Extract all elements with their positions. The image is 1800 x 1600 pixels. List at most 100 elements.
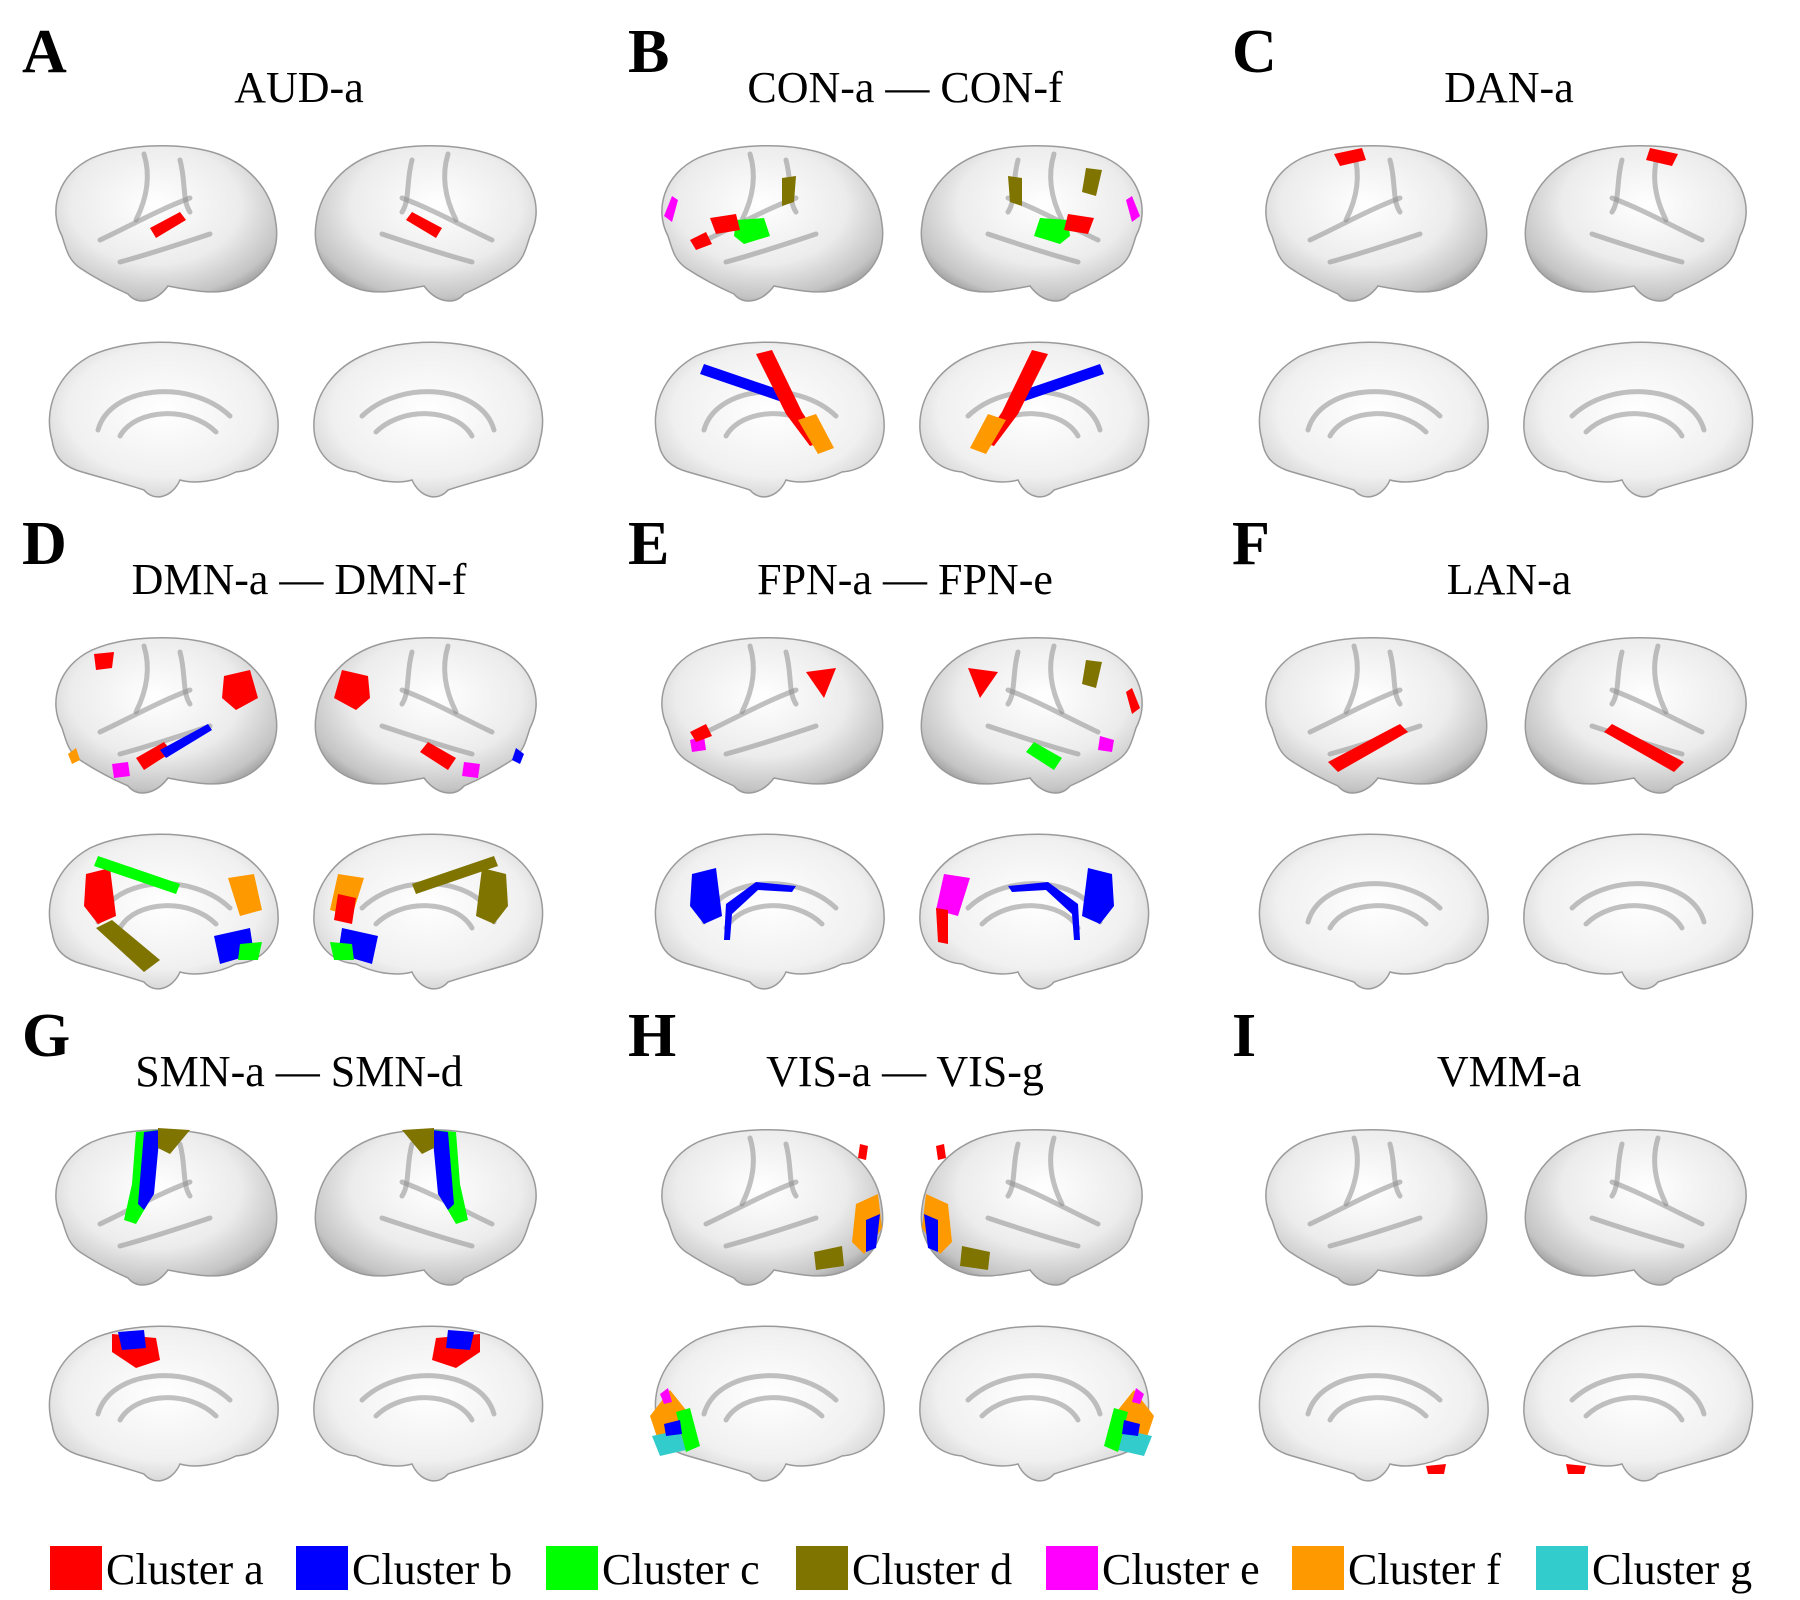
- hemisphere-surface: [654, 833, 885, 990]
- legend-label: Cluster a: [106, 1545, 264, 1594]
- hemisphere-surface: [1524, 145, 1747, 302]
- region-cluster-a: [1126, 688, 1140, 714]
- brain-rm: [1523, 833, 1754, 990]
- region-cluster-f: [228, 874, 262, 916]
- region-cluster-f: [970, 414, 1006, 454]
- region-cluster-b: [138, 1130, 160, 1210]
- brain-rm: [1523, 1325, 1754, 1482]
- brain-ll: [661, 145, 884, 302]
- brain-ll: [55, 637, 278, 794]
- region-cluster-b: [700, 364, 786, 402]
- panel-title: AUD-a: [234, 63, 364, 112]
- hemisphere-surface: [55, 1129, 278, 1286]
- region-cluster-f: [798, 414, 834, 454]
- region-cluster-d: [412, 856, 498, 894]
- panel-title: DAN-a: [1444, 63, 1574, 112]
- panel-h: H VIS-a — VIS-g: [628, 1002, 1154, 1482]
- region-cluster-b: [924, 1214, 938, 1252]
- brain-rl: [314, 637, 537, 794]
- legend-label: Cluster e: [1102, 1545, 1260, 1594]
- panel-d: D DMN-a — DMN-f: [22, 510, 544, 990]
- brain-rl: [1524, 1129, 1747, 1286]
- brain-rm: [1523, 341, 1754, 498]
- region-cluster-c: [94, 856, 180, 894]
- region-cluster-d: [960, 1246, 990, 1270]
- region-cluster-b: [118, 1330, 146, 1350]
- region-cluster-b: [1018, 364, 1104, 402]
- region-cluster-g: [1118, 1430, 1152, 1456]
- region-cluster-a: [710, 214, 740, 234]
- legend-item-a: Cluster a: [50, 1545, 264, 1594]
- region-cluster-d: [476, 868, 508, 924]
- legend-swatch: [1046, 1546, 1098, 1590]
- region-cluster-e: [664, 196, 678, 222]
- region-cluster-e: [112, 762, 130, 778]
- region-cluster-a: [94, 652, 114, 670]
- brain-rl: [1524, 145, 1747, 302]
- hemisphere-surface: [661, 145, 884, 302]
- brain-rl: [920, 1129, 1143, 1286]
- legend-label: Cluster f: [1348, 1545, 1501, 1594]
- region-cluster-d: [1008, 176, 1022, 206]
- panel-title: LAN-a: [1447, 555, 1572, 604]
- hemisphere-surface: [1524, 637, 1747, 794]
- brain-lm: [650, 1325, 885, 1482]
- hemisphere-surface: [1258, 1325, 1489, 1482]
- brain-rm: [313, 341, 544, 498]
- hemisphere-surface: [1258, 341, 1489, 498]
- legend-item-b: Cluster b: [296, 1545, 512, 1594]
- region-cluster-a: [1328, 724, 1408, 772]
- legend-label: Cluster d: [852, 1545, 1012, 1594]
- region-cluster-a: [1064, 214, 1094, 234]
- region-cluster-b: [1008, 882, 1080, 940]
- hemisphere-surface: [55, 637, 278, 794]
- hemisphere-surface: [920, 1129, 1143, 1286]
- region-cluster-a: [334, 670, 370, 710]
- hemisphere-surface: [1523, 1325, 1754, 1482]
- region-cluster-b: [432, 1130, 454, 1210]
- brain-rm: [313, 1325, 544, 1482]
- legend-swatch: [796, 1546, 848, 1590]
- brain-rm: [919, 833, 1150, 990]
- hemisphere-surface: [1523, 341, 1754, 498]
- panel-b: B CON-a — CON-f: [628, 18, 1150, 498]
- panel-letter: I: [1232, 1002, 1256, 1070]
- legend-swatch: [50, 1546, 102, 1590]
- region-cluster-b: [512, 748, 524, 764]
- panel-letter: F: [1232, 510, 1270, 578]
- region-cluster-d: [402, 1128, 434, 1154]
- brain-ll: [1265, 145, 1488, 302]
- region-cluster-a: [84, 868, 116, 924]
- panel-title: FPN-a — FPN-e: [757, 555, 1053, 604]
- region-cluster-b: [664, 1420, 682, 1436]
- region-cluster-d: [1082, 660, 1102, 688]
- region-cluster-a: [1334, 148, 1366, 166]
- brain-rl: [920, 637, 1143, 794]
- region-cluster-a: [1646, 148, 1678, 166]
- hemisphere-surface: [1265, 1129, 1488, 1286]
- region-cluster-a: [406, 212, 442, 238]
- panel-letter: B: [628, 18, 669, 86]
- region-cluster-a: [690, 232, 712, 250]
- hemisphere-surface: [654, 341, 885, 498]
- brain-rl: [1524, 637, 1747, 794]
- legend-item-e: Cluster e: [1046, 1545, 1260, 1594]
- panel-e: E FPN-a — FPN-e: [628, 510, 1150, 990]
- panel-letter: E: [628, 510, 669, 578]
- hemisphere-surface: [1265, 637, 1488, 794]
- hemisphere-surface: [48, 341, 279, 498]
- region-cluster-b: [1082, 868, 1114, 924]
- brain-ll: [1265, 637, 1488, 794]
- hemisphere-surface: [1523, 833, 1754, 990]
- hemisphere-surface: [661, 637, 884, 794]
- panel-letter: C: [1232, 18, 1277, 86]
- region-cluster-e: [936, 874, 970, 916]
- hemisphere-surface: [314, 1129, 537, 1286]
- region-cluster-c: [330, 942, 354, 960]
- region-cluster-b: [1122, 1420, 1140, 1436]
- brain-rm: [919, 1325, 1154, 1482]
- region-cluster-d: [782, 176, 796, 206]
- legend-item-c: Cluster c: [546, 1545, 760, 1594]
- panel-a: A AUD-a: [22, 18, 544, 498]
